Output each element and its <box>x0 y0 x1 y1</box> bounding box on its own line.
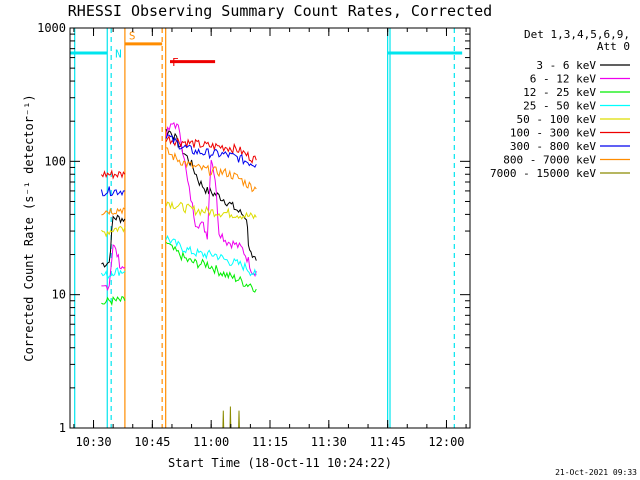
series-line-3-0 <box>100 267 126 281</box>
series-line-6-0 <box>100 186 125 197</box>
marker-label-f: F <box>172 56 179 69</box>
timestamp: 21-Oct-2021 09:33 <box>555 468 637 477</box>
chart-title: RHESSI Observing Summary Count Rates, Co… <box>68 2 492 20</box>
legend-label-6: 300 - 800 keV <box>510 140 596 153</box>
y-tick-label-0: 1 <box>59 421 66 435</box>
series-line-7-1 <box>165 147 257 193</box>
series-line-8-1 <box>229 406 232 429</box>
x-axis-label: Start Time (18-Oct-11 10:24:22) <box>168 456 392 470</box>
legend-label-5: 100 - 300 keV <box>510 127 596 140</box>
series-line-3-1 <box>165 234 257 277</box>
series-line-4-1 <box>165 200 257 220</box>
series-line-1-1 <box>165 122 257 278</box>
series-line-4-0 <box>101 225 126 238</box>
y-tick-label-1: 10 <box>52 288 66 302</box>
legend-label-0: 3 - 6 keV <box>536 59 596 72</box>
x-tick-label-2: 11:00 <box>193 435 229 449</box>
y-axis-label: Corrected Count Rate (s⁻¹ detector⁻¹) <box>22 94 36 361</box>
legend-label-3: 25 - 50 keV <box>523 100 596 113</box>
series-line-0-0 <box>101 214 126 268</box>
legend-label-2: 12 - 25 keV <box>523 86 596 99</box>
series-line-2-0 <box>101 295 126 307</box>
series-line-1-0 <box>101 244 126 292</box>
series-line-2-1 <box>165 242 257 293</box>
legend-label-1: 6 - 12 keV <box>530 73 597 86</box>
x-tick-label-3: 11:15 <box>252 435 288 449</box>
data-layer: NS F <box>70 28 463 429</box>
marker-label-s: S <box>129 29 136 42</box>
legend-label-8: 7000 - 15000 keV <box>490 167 596 180</box>
series-line-8-0 <box>222 410 225 429</box>
x-tick-label-5: 11:45 <box>370 435 406 449</box>
y-tick-label-3: 1000 <box>37 21 66 35</box>
axis-layer: 10:30 10:45 11:00 11:15 11:30 11:45 12:00 1 10 10… <box>37 21 470 449</box>
series-line-6-1 <box>165 134 257 168</box>
legend-header-0: Det 1,3,4,5,6,9, <box>524 28 630 41</box>
x-tick-label-0: 10:30 <box>75 435 111 449</box>
marker-label-n: N <box>115 48 122 61</box>
x-tick-label-4: 11:30 <box>311 435 347 449</box>
x-tick-label-1: 10:45 <box>134 435 170 449</box>
legend-label-7: 800 - 7000 keV <box>503 154 596 167</box>
series-line-8-2 <box>238 410 240 429</box>
series-line-7-0 <box>101 207 126 216</box>
series-line-5-0 <box>101 169 126 180</box>
legend-label-4: 50 - 100 keV <box>517 113 597 126</box>
x-tick-label-6: 12:00 <box>428 435 464 449</box>
y-tick-label-2: 100 <box>44 154 66 168</box>
legend-header-1: Att 0 <box>597 40 630 53</box>
